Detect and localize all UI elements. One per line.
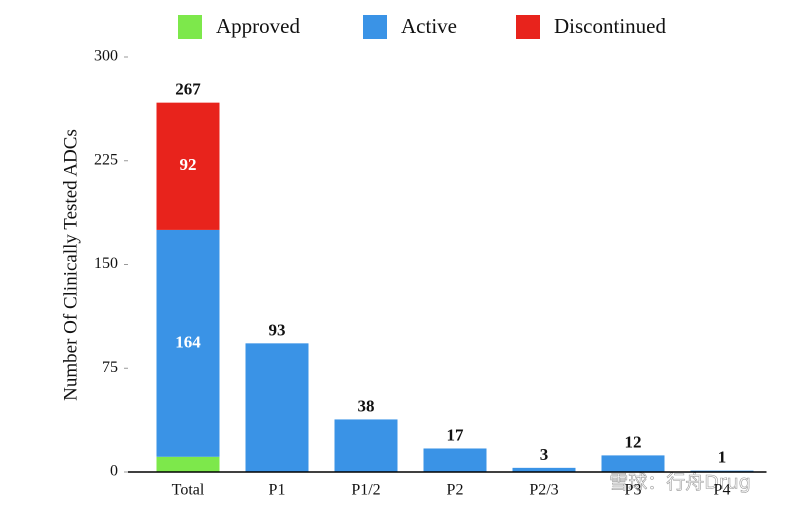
- y-tick-label: 300: [94, 48, 118, 65]
- legend-label: Active: [401, 14, 457, 38]
- legend-swatch: [516, 15, 540, 39]
- legend-swatch: [178, 15, 202, 39]
- total-label: 12: [625, 432, 642, 451]
- y-tick-label: 150: [94, 255, 118, 272]
- total-label: 38: [358, 396, 375, 415]
- total-label: 3: [540, 445, 549, 464]
- total-label: 267: [175, 80, 201, 99]
- y-tick-label: 225: [94, 151, 118, 168]
- x-tick-label: P2/3: [529, 482, 558, 499]
- legend-swatch: [363, 15, 387, 39]
- total-label: 93: [269, 320, 286, 339]
- bar-segment: [156, 102, 220, 230]
- bar-segment: [245, 343, 309, 472]
- bar-segment: [334, 419, 398, 472]
- bar-segment: [601, 455, 665, 472]
- legend-label: Discontinued: [554, 14, 666, 38]
- segment-label: 164: [175, 332, 201, 351]
- x-tick-label: P1/2: [351, 482, 380, 499]
- x-tick-label: P4: [714, 482, 731, 499]
- segment-label: 92: [180, 155, 197, 174]
- bar-segment: [156, 456, 220, 472]
- bar-segment: [156, 229, 220, 457]
- x-tick-label: P3: [625, 482, 642, 499]
- bar-segment: [423, 448, 487, 472]
- total-label: 1: [718, 448, 727, 467]
- bar-segment: [512, 467, 576, 472]
- x-tick-label: Total: [172, 482, 205, 499]
- watermark: 雪球：行舟Drug: [609, 472, 751, 494]
- x-tick-label: P2: [447, 482, 464, 499]
- y-tick-label: 75: [102, 359, 118, 376]
- y-axis-title: Number Of Clinically Tested ADCs: [60, 129, 81, 401]
- y-tick-label: 0: [110, 463, 118, 480]
- total-label: 17: [447, 425, 465, 444]
- x-tick-label: P1: [269, 482, 286, 499]
- legend-label: Approved: [216, 14, 300, 38]
